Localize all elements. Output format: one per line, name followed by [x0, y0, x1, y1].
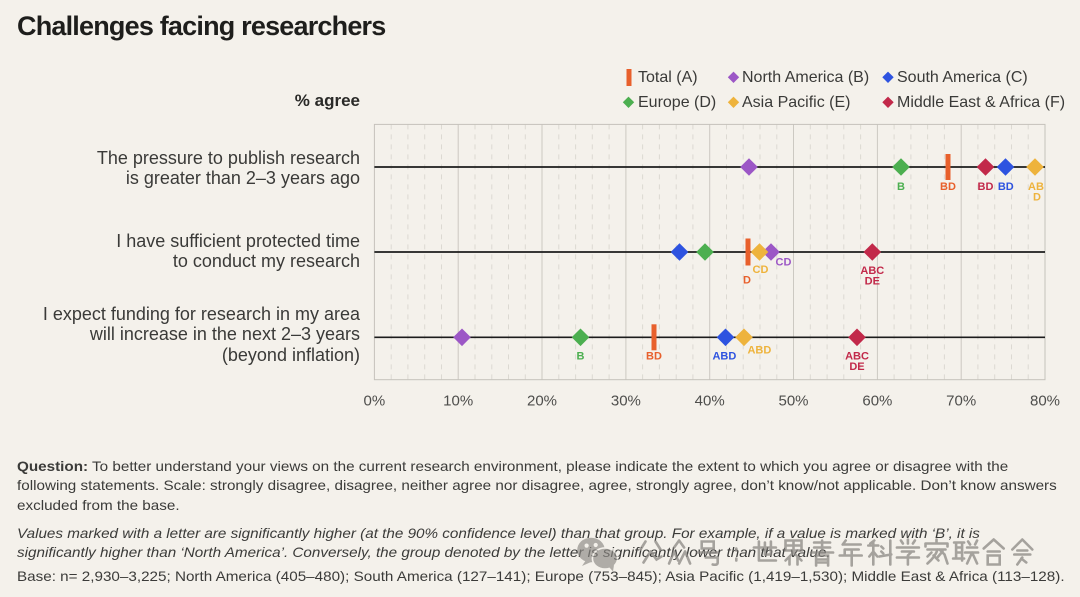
svg-text:ABD: ABD [712, 350, 736, 362]
svg-text:B: B [577, 350, 585, 362]
svg-text:BD: BD [646, 350, 662, 362]
svg-text:30%: 30% [611, 393, 641, 410]
svg-text:ABD: ABD [747, 345, 771, 357]
svg-text:BD: BD [978, 181, 994, 193]
svg-text:50%: 50% [778, 393, 808, 410]
svg-text:ABC: ABC [845, 351, 869, 363]
svg-text:BD: BD [940, 181, 956, 193]
svg-text:60%: 60% [862, 393, 892, 410]
svg-text:CD: CD [753, 264, 769, 276]
svg-text:0%: 0% [364, 393, 386, 410]
svg-text:20%: 20% [527, 393, 557, 410]
svg-text:AB: AB [1028, 181, 1044, 193]
svg-text:ABC: ABC [860, 265, 884, 277]
svg-text:BD: BD [998, 181, 1014, 193]
svg-text:10%: 10% [443, 393, 473, 410]
svg-text:CD: CD [776, 257, 792, 269]
svg-text:D: D [743, 275, 751, 287]
svg-text:DE: DE [865, 275, 880, 287]
svg-text:70%: 70% [946, 393, 976, 410]
svg-text:DE: DE [849, 361, 864, 373]
svg-text:40%: 40% [695, 393, 725, 410]
svg-text:D: D [1033, 192, 1041, 204]
svg-text:80%: 80% [1030, 393, 1060, 410]
svg-text:B: B [897, 181, 905, 193]
